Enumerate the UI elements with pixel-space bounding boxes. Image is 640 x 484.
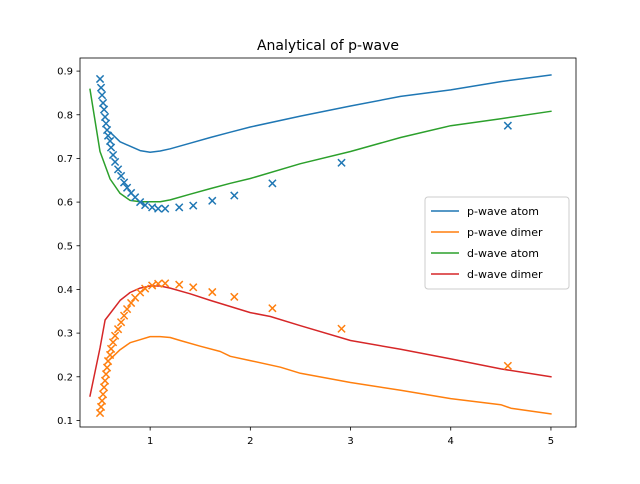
data-point-x-marker	[208, 287, 217, 297]
data-point-x-marker	[175, 280, 184, 289]
data-point-x-marker	[99, 383, 109, 392]
y-tick-label: 0.5	[57, 241, 73, 252]
x-tick-label: 1	[147, 436, 153, 447]
data-point-x-marker	[119, 311, 129, 320]
data-point-x-marker	[116, 318, 126, 327]
data-point-x-marker	[110, 157, 120, 167]
y-tick-label: 0.1	[57, 416, 73, 427]
series-line-3	[89, 285, 552, 397]
data-point-x-marker	[122, 304, 132, 314]
legend-label: p-wave dimer	[467, 226, 543, 239]
data-point-x-marker	[230, 191, 239, 200]
data-point-x-marker	[113, 325, 123, 334]
data-point-x-marker	[135, 197, 145, 207]
data-point-x-marker	[99, 105, 109, 114]
y-tick-label: 0.4	[57, 285, 73, 296]
data-point-x-marker	[97, 90, 107, 100]
data-point-x-marker	[100, 376, 110, 385]
data-point-x-marker	[98, 390, 108, 399]
x-tick-label: 4	[448, 436, 454, 447]
y-tick-label: 0.7	[57, 154, 73, 165]
data-point-x-marker	[110, 331, 120, 340]
data-point-x-marker	[101, 370, 111, 379]
data-point-x-marker	[116, 171, 126, 181]
series-line-1	[109, 335, 552, 415]
data-point-x-marker	[106, 344, 116, 353]
legend: p-wave atom p-wave dimer d-wave atom d-wave…	[424, 196, 570, 290]
data-point-x-marker	[98, 98, 108, 108]
data-point-x-marker	[106, 143, 116, 152]
data-point-x-marker	[337, 158, 346, 167]
x-tick-label: 2	[247, 436, 253, 447]
axes-frame	[79, 57, 577, 428]
y-tick-label: 0.2	[57, 372, 73, 383]
data-point-x-marker	[161, 279, 170, 288]
data-point-x-marker	[154, 204, 163, 213]
x-tick-label: 3	[347, 436, 353, 447]
data-point-x-marker	[103, 131, 113, 140]
series-line-0	[109, 74, 552, 154]
data-point-x-marker	[148, 203, 157, 212]
data-point-x-marker	[189, 201, 198, 210]
chart-title: Analytical of p-wave	[257, 38, 399, 54]
data-point-x-marker	[230, 292, 239, 301]
y-tick-label: 0.9	[57, 67, 73, 78]
data-point-x-marker	[154, 279, 163, 288]
data-point-x-marker	[208, 196, 217, 205]
data-point-x-marker	[108, 150, 118, 160]
data-point-x-marker	[135, 288, 145, 297]
data-point-x-marker	[141, 284, 150, 293]
legend-box	[424, 196, 570, 290]
data-point-x-marker	[101, 119, 111, 128]
data-point-x-marker	[161, 204, 170, 213]
data-point-x-marker	[100, 112, 110, 122]
data-point-x-marker	[141, 201, 150, 210]
data-point-x-marker	[175, 203, 184, 212]
x-tick-label: 5	[548, 436, 554, 447]
data-point-x-marker	[105, 136, 115, 146]
data-point-x-marker	[103, 356, 113, 366]
data-point-x-marker	[119, 178, 129, 187]
data-point-x-marker	[268, 179, 277, 188]
axes: 1 2 3 4 5 0.1 0.2 0.3 0.4 0.5 0.6 0.7 0.8 0.9	[57, 57, 577, 447]
data-point-x-marker	[503, 361, 512, 370]
data-point-x-marker	[268, 304, 277, 313]
data-point-x-marker	[189, 283, 198, 292]
y-tick-label: 0.3	[57, 329, 73, 340]
plot-area	[89, 74, 552, 418]
data-point-x-marker	[122, 183, 132, 192]
data-point-x-marker	[96, 83, 106, 92]
data-point-x-marker	[108, 338, 118, 347]
legend-label: p-wave atom	[467, 205, 539, 218]
data-point-x-marker	[337, 324, 346, 333]
series-markers-5	[95, 279, 512, 418]
data-point-x-marker	[113, 165, 123, 174]
data-point-x-marker	[97, 396, 107, 405]
series-markers-4	[95, 74, 512, 213]
series-line-2	[89, 88, 552, 203]
data-point-x-marker	[126, 298, 136, 308]
data-point-x-marker	[148, 281, 157, 290]
legend-label: d-wave atom	[467, 247, 539, 260]
data-point-x-marker	[95, 74, 105, 84]
y-tick-label: 0.6	[57, 198, 73, 209]
y-tick-label: 0.8	[57, 110, 73, 121]
data-point-x-marker	[102, 363, 112, 372]
data-point-x-marker	[503, 121, 512, 130]
legend-label: d-wave dimer	[467, 268, 543, 281]
